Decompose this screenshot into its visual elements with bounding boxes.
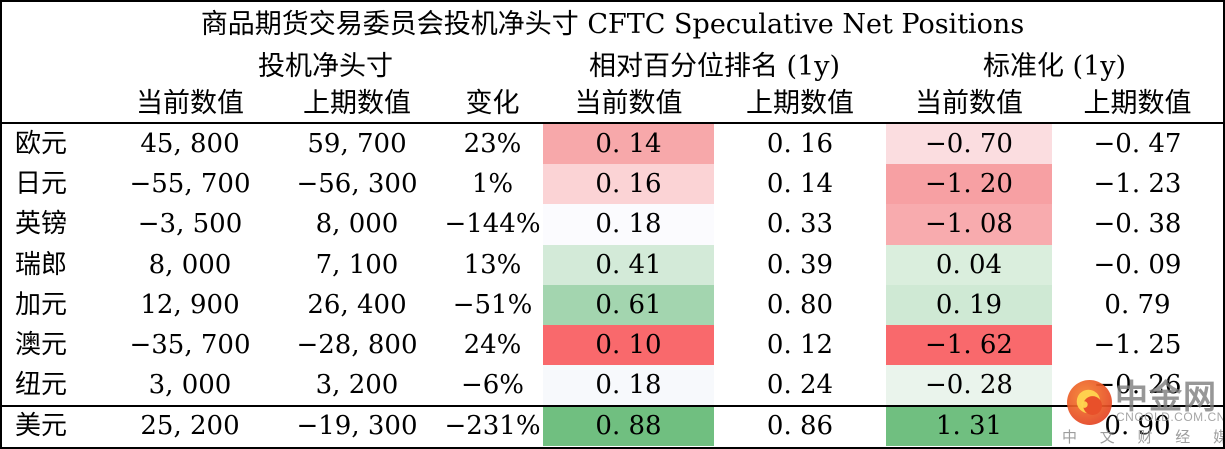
change-value: −6% [460, 370, 525, 401]
currency-label: 加元 [15, 289, 68, 320]
currency-label: 美元 [15, 411, 68, 442]
standardized-current-value heat-cell: 0. 19 [886, 284, 1052, 325]
header-std-current: 当前数值 [915, 88, 1023, 119]
column-header-row: 当前数值 上期数值 变化 当前数值 上期数值 当前数值 上期数值 [2, 86, 1223, 124]
table-row: 欧元 45, 800 59, 700 23% 0. 14 0. 16 −0. 7… [2, 124, 1223, 165]
table-row: 加元 12, 900 26, 400 −51% 0. 61 0. 80 0. 1… [2, 284, 1223, 325]
table-body: 欧元 45, 800 59, 700 23% 0. 14 0. 16 −0. 7… [2, 124, 1223, 447]
standardized-current-value heat-cell: −1. 08 [886, 204, 1052, 245]
position-current-value: 3, 000 [148, 370, 232, 401]
standardized-previous-value: −0. 47 [1093, 129, 1182, 159]
header-std-previous: 上期数值 [1083, 88, 1192, 119]
change-value: 13% [463, 249, 522, 280]
position-previous-value: 59, 700 [307, 129, 407, 159]
percentile-current-value heat-cell: 0. 41 [543, 244, 714, 285]
standardized-previous-value: −1. 23 [1093, 169, 1182, 200]
percentile-current-value heat-cell: 0. 10 [543, 324, 714, 366]
position-current-value: 25, 200 [140, 411, 240, 442]
currency-label: 日元 [15, 169, 68, 200]
position-current-value: −55, 700 [129, 169, 251, 200]
currency-label: 纽元 [15, 370, 68, 401]
percentile-current-value heat-cell: 0. 18 [543, 204, 714, 245]
position-current-value: −3, 500 [137, 209, 243, 240]
table-row: 日元 −55, 700 −56, 300 1% 0. 16 0. 14 −1. … [2, 164, 1223, 205]
column-group-header-row: 投机净头寸 相对百分位排名 (1y) 标准化 (1y) [2, 47, 1223, 86]
standardized-previous-value: 0. 90 [1104, 411, 1171, 442]
currency-label: 英镑 [15, 209, 68, 240]
standardized-previous-value: −0. 38 [1093, 209, 1182, 240]
percentile-previous-value: 0. 86 [766, 411, 834, 442]
change-value: 1% [471, 169, 514, 200]
position-previous-value: −28, 800 [296, 329, 418, 360]
standardized-current-value heat-cell: −1. 20 [886, 164, 1052, 205]
percentile-previous-value: 0. 39 [766, 249, 834, 280]
percentile-previous-value: 0. 80 [766, 289, 834, 320]
percentile-current-value heat-cell: 0. 61 [543, 284, 714, 325]
position-current-value: 45, 800 [140, 129, 240, 159]
position-current-value: 12, 900 [140, 289, 240, 320]
standardized-previous-value: −0. 09 [1093, 249, 1182, 280]
standardized-current-value heat-cell: −1. 62 [886, 324, 1052, 366]
table-row: 美元 25, 200 −19, 300 −231% 0. 88 0. 86 1.… [2, 405, 1223, 447]
group-header-standardized: 标准化 (1y) [982, 51, 1127, 82]
currency-label: 欧元 [15, 129, 68, 159]
header-pos-previous: 上期数值 [303, 88, 411, 119]
change-value: −144% [444, 209, 541, 240]
table-row: 纽元 3, 000 3, 200 −6% 0. 18 0. 24 −0. 28 … [2, 365, 1223, 406]
position-current-value: 8, 000 [148, 249, 232, 280]
position-previous-value: 7, 100 [315, 249, 399, 280]
standardized-current-value heat-cell: 1. 31 [886, 407, 1052, 447]
standardized-current-value heat-cell: −0. 70 [886, 124, 1052, 165]
percentile-previous-value: 0. 24 [766, 370, 834, 401]
group-header-percentile-rank: 相对百分位排名 (1y) [588, 51, 841, 82]
change-value: 24% [463, 329, 522, 360]
header-pct-current: 当前数值 [574, 88, 683, 119]
currency-label: 瑞郎 [15, 249, 68, 280]
change-value: −231% [444, 411, 541, 442]
table-row: 澳元 −35, 700 −28, 800 24% 0. 10 0. 12 −1.… [2, 324, 1223, 366]
header-change: 变化 [465, 88, 520, 119]
position-previous-value: −56, 300 [296, 169, 418, 200]
percentile-previous-value: 0. 33 [766, 209, 834, 240]
percentile-previous-value: 0. 14 [766, 169, 834, 200]
percentile-previous-value: 0. 16 [766, 129, 834, 159]
change-value: −51% [452, 289, 533, 320]
standardized-current-value heat-cell: 0. 04 [886, 244, 1052, 285]
position-previous-value: 8, 000 [315, 209, 399, 240]
standardized-previous-value: 0. 79 [1104, 289, 1171, 320]
standardized-previous-value: −0. 26 [1093, 370, 1182, 401]
percentile-current-value heat-cell: 0. 16 [543, 164, 714, 205]
position-previous-value: 26, 400 [307, 289, 407, 320]
table-row: 英镑 −3, 500 8, 000 −144% 0. 18 0. 33 −1. … [2, 204, 1223, 245]
page-title: 商品期货交易委员会投机净头寸 CFTC Speculative Net Posi… [200, 9, 1025, 40]
standardized-previous-value: −1. 25 [1093, 329, 1182, 360]
percentile-current-value heat-cell: 0. 14 [543, 124, 714, 165]
position-current-value: −35, 700 [129, 329, 251, 360]
header-pct-previous: 上期数值 [746, 88, 854, 119]
change-value: 23% [463, 129, 522, 159]
header-spacer [2, 86, 108, 122]
currency-label: 澳元 [15, 329, 68, 360]
table-row: 瑞郎 8, 000 7, 100 13% 0. 41 0. 39 0. 04 −… [2, 244, 1223, 285]
percentile-previous-value: 0. 12 [766, 329, 834, 360]
position-previous-value: 3, 200 [315, 370, 399, 401]
header-pos-current: 当前数值 [136, 88, 244, 119]
standardized-current-value heat-cell: −0. 28 [886, 365, 1052, 406]
percentile-current-value heat-cell: 0. 88 [543, 407, 714, 447]
percentile-current-value heat-cell: 0. 18 [543, 365, 714, 406]
position-previous-value: −19, 300 [296, 411, 418, 442]
group-header-net-positions: 投机净头寸 [258, 51, 393, 82]
